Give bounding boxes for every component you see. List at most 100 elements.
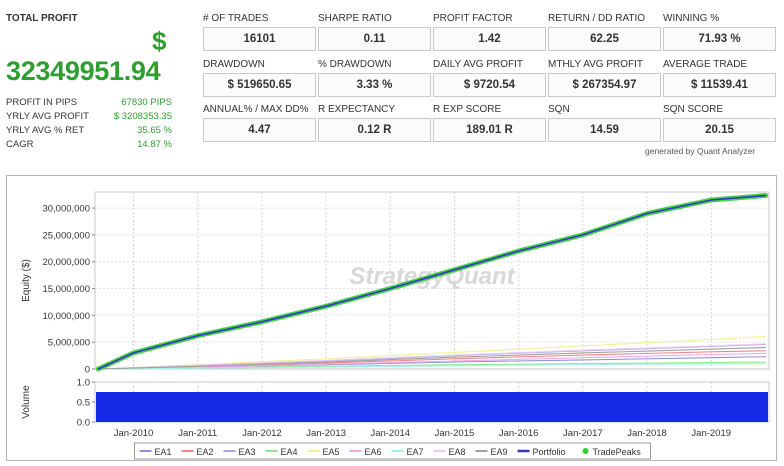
- metric-label: DRAWDOWN: [203, 59, 265, 70]
- metric-num-trades: # OF TRADES 16101: [203, 13, 316, 51]
- x-tick-label: Jan-2014: [370, 428, 410, 439]
- summary-row-value: 67830 PIPS: [121, 97, 172, 108]
- series-line-portfolio: [97, 194, 766, 370]
- metric-average-trade: AVERAGE TRADE $ 11539.41: [663, 59, 776, 97]
- summary-row-label: YRLY AVG % RET: [6, 125, 85, 136]
- metric-return-dd-ratio: RETURN / DD RATIO 62.25: [548, 13, 661, 51]
- currency-symbol: $: [152, 26, 167, 56]
- metric-daily-avg-profit: DAILY AVG PROFIT $ 9720.54: [433, 59, 546, 97]
- metric-sqn: SQN 14.59: [548, 104, 661, 142]
- legend-label: EA7: [407, 447, 424, 457]
- x-tick-label: Jan-2013: [306, 428, 346, 439]
- summary-row-cagr: CAGR 14.87 %: [6, 139, 172, 150]
- metric-value: 16101: [203, 27, 316, 51]
- metric-value: 0.11: [318, 27, 431, 51]
- y-tick-label: 0: [85, 365, 90, 376]
- volume-tick-label: 1.0: [77, 378, 90, 389]
- summary-row-yrly-avg-ret: YRLY AVG % RET 35.65 %: [6, 125, 172, 136]
- x-tick-label: Jan-2019: [691, 428, 731, 439]
- summary-row-yrly-avg-profit: YRLY AVG PROFIT $ 3208353.35: [6, 111, 172, 122]
- series-line-ea8: [98, 343, 766, 370]
- x-tick-label: Jan-2010: [114, 428, 154, 439]
- metric-label: R EXP SCORE: [433, 104, 502, 115]
- legend-label: EA1: [155, 447, 172, 457]
- metric-value: 20.15: [663, 118, 776, 142]
- equity-chart-panel: Jan-2010 Jan-2011 Jan-2012 Jan-2013 Jan-2014…: [6, 175, 777, 461]
- metric-value: 0.12 R: [318, 118, 431, 142]
- metric-label: WINNING %: [663, 13, 720, 24]
- legend-swatch-tradepeaks: [582, 448, 589, 454]
- x-tick-label: Jan-2012: [242, 428, 282, 439]
- legend-label: EA8: [449, 447, 466, 457]
- metric-value: $ 519650.65: [203, 73, 316, 97]
- series-line-ea9: [98, 346, 766, 370]
- metric-value: $ 9720.54: [433, 73, 546, 97]
- legend-label: EA2: [197, 447, 214, 457]
- metric-label: PROFIT FACTOR: [433, 13, 513, 24]
- metric-value: 1.42: [433, 27, 546, 51]
- equity-axis-label: Equity ($): [21, 259, 32, 302]
- summary-row-label: CAGR: [6, 139, 34, 150]
- summary-row-value: 14.87 %: [137, 139, 172, 150]
- y-tick-label: 25,000,000: [42, 230, 90, 241]
- volume-tick-label: 0.5: [77, 398, 90, 409]
- metric-label: RETURN / DD RATIO: [548, 13, 646, 24]
- legend-label: EA6: [365, 447, 382, 457]
- metric-value: 4.47: [203, 118, 316, 142]
- y-tick-label: 10,000,000: [42, 311, 90, 322]
- metric-profit-factor: PROFIT FACTOR 1.42: [433, 13, 546, 51]
- y-tick-label: 20,000,000: [42, 257, 90, 268]
- volume-tick-label: 0.0: [77, 418, 90, 429]
- summary-row-profit-pips: PROFIT IN PIPS 67830 PIPS: [6, 97, 172, 108]
- metric-label: % DRAWDOWN: [318, 59, 392, 70]
- metric-sqn-score: SQN SCORE 20.15: [663, 104, 776, 142]
- metric-value: 62.25: [548, 27, 661, 51]
- metric-label: SQN SCORE: [663, 104, 724, 115]
- metric-label: SQN: [548, 104, 570, 115]
- metric-r-expectancy: R EXPECTANCY 0.12 R: [318, 104, 431, 142]
- x-tick-label: Jan-2018: [627, 428, 667, 439]
- generated-by-note: generated by Quant Analyzer: [645, 146, 756, 156]
- metric-value: $ 267354.97: [548, 73, 661, 97]
- series-line-ea6: [98, 352, 766, 370]
- summary-row-value: $ 3208353.35: [113, 111, 172, 122]
- volume-bars: [96, 392, 768, 422]
- equity-chart: Jan-2010 Jan-2011 Jan-2012 Jan-2013 Jan-2014…: [21, 191, 770, 460]
- total-profit-label: TOTAL PROFIT: [6, 13, 78, 24]
- legend-label: TradePeaks: [593, 447, 642, 457]
- x-tick-label: Jan-2017: [563, 428, 603, 439]
- metric-value: 71.93 %: [663, 27, 776, 51]
- metric-annual-max-dd: ANNUAL% / MAX DD% 4.47: [203, 104, 316, 142]
- metric-label: ANNUAL% / MAX DD%: [203, 104, 309, 115]
- metric-r-exp-score: R EXP SCORE 189.01 R: [433, 104, 546, 142]
- metric-value: 3.33 %: [318, 73, 431, 97]
- metric-drawdown: DRAWDOWN $ 519650.65: [203, 59, 316, 97]
- total-profit-value: 32349951.94: [6, 56, 161, 86]
- metric-value: 14.59: [548, 118, 661, 142]
- metric-sharpe-ratio: SHARPE RATIO 0.11: [318, 13, 431, 51]
- summary-row-value: 35.65 %: [137, 125, 172, 136]
- legend-label: EA4: [281, 447, 298, 457]
- y-tick-label: 5,000,000: [48, 338, 90, 349]
- metric-label: R EXPECTANCY: [318, 104, 396, 115]
- metric-value: $ 11539.41: [663, 73, 776, 97]
- x-tick-label: Jan-2015: [435, 428, 475, 439]
- metric-label: SHARPE RATIO: [318, 13, 392, 24]
- metric-pct-drawdown: % DRAWDOWN 3.33 %: [318, 59, 431, 97]
- summary-row-label: PROFIT IN PIPS: [6, 97, 78, 108]
- equity-plot-area: [94, 191, 770, 370]
- series-line-ea7: [98, 363, 766, 370]
- legend-label: Portfolio: [533, 447, 566, 457]
- metric-label: # OF TRADES: [203, 13, 269, 24]
- metric-mthly-avg-profit: MTHLY AVG PROFIT $ 267354.97: [548, 59, 661, 97]
- summary-row-label: YRLY AVG PROFIT: [6, 111, 89, 122]
- y-tick-label: 15,000,000: [42, 284, 90, 295]
- metric-label: MTHLY AVG PROFIT: [548, 59, 644, 70]
- y-tick-label: 30,000,000: [42, 204, 90, 215]
- metric-value: 189.01 R: [433, 118, 546, 142]
- legend-label: EA5: [323, 447, 340, 457]
- volume-axis-label: Volume: [21, 385, 32, 419]
- metric-winning-pct: WINNING % 71.93 %: [663, 13, 776, 51]
- x-tick-label: Jan-2011: [178, 428, 217, 439]
- x-tick-label: Jan-2016: [499, 428, 539, 439]
